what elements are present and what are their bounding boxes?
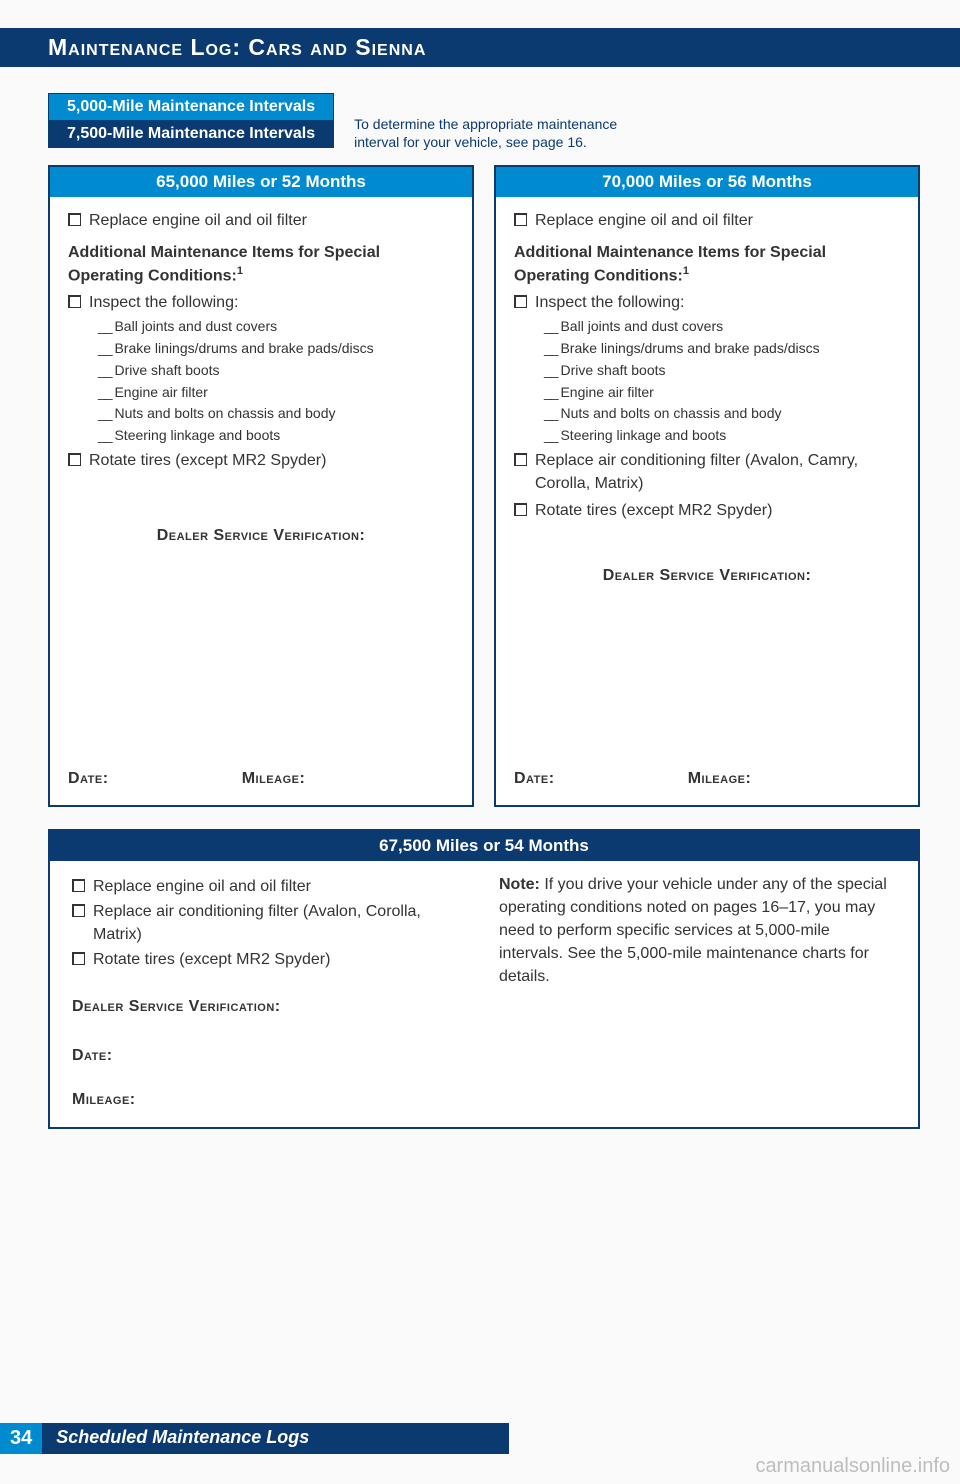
checkbox-icon[interactable] [514, 503, 527, 516]
check-item: Inspect the following: [514, 291, 900, 314]
sub-item: Nuts and bolts on chassis and body [544, 403, 900, 425]
checkbox-icon[interactable] [68, 213, 81, 226]
page-number: 34 [0, 1423, 42, 1454]
note-label: Note: [499, 876, 540, 893]
item-text: Inspect the following: [535, 291, 684, 314]
inspect-sublist: Ball joints and dust covers Brake lining… [98, 316, 454, 446]
card-65000: 65,000 Miles or 52 Months Replace engine… [48, 165, 474, 806]
check-item: Replace engine oil and oil filter [514, 209, 900, 232]
sub-item: Engine air filter [98, 382, 454, 404]
item-text: Replace air conditioning filter (Avalon,… [93, 900, 469, 946]
date-label: Date: [72, 1044, 469, 1067]
tab-5000[interactable]: 5,000-Mile Maintenance Intervals [48, 93, 334, 120]
check-item: Inspect the following: [68, 291, 454, 314]
card-67500-header: 67,500 Miles or 54 Months [50, 831, 918, 861]
additional-heading: Additional Maintenance Items for Special… [68, 241, 454, 288]
item-text: Replace engine oil and oil filter [89, 209, 307, 232]
card-70000-header: 70,000 Miles or 56 Months [496, 167, 918, 197]
dealer-verification-label: Dealer Service Verification: [68, 484, 454, 767]
mileage-label: Mileage: [72, 1088, 469, 1111]
cards-row: 65,000 Miles or 52 Months Replace engine… [48, 165, 920, 806]
dealer-verification-label: Dealer Service Verification: [514, 524, 900, 767]
interval-note: To determine the appropriate maintenance… [354, 115, 654, 151]
date-mileage-row: Date: Mileage: [514, 767, 900, 790]
sub-item: Engine air filter [544, 382, 900, 404]
item-text: Replace air conditioning filter (Avalon,… [535, 449, 900, 495]
sub-item: Drive shaft boots [98, 360, 454, 382]
sub-item: Drive shaft boots [544, 360, 900, 382]
sub-item: Ball joints and dust covers [544, 316, 900, 338]
card-67500-note: Note: If you drive your vehicle under an… [499, 873, 896, 1111]
item-text: Rotate tires (except MR2 Spyder) [535, 499, 772, 522]
check-item: Replace engine oil and oil filter [68, 209, 454, 232]
check-item: Rotate tires (except MR2 Spyder) [514, 499, 900, 522]
card-65000-body: Replace engine oil and oil filter Additi… [50, 197, 472, 804]
check-item: Rotate tires (except MR2 Spyder) [68, 449, 454, 472]
date-mileage-row: Date: Mileage: [68, 767, 454, 790]
note-text: If you drive your vehicle under any of t… [499, 876, 887, 986]
additional-heading: Additional Maintenance Items for Special… [514, 241, 900, 288]
checkbox-icon[interactable] [68, 295, 81, 308]
date-label: Date: [514, 767, 688, 790]
item-text: Rotate tires (except MR2 Spyder) [89, 449, 326, 472]
footer-title: Scheduled Maintenance Logs [42, 1423, 509, 1454]
checkbox-icon[interactable] [514, 213, 527, 226]
item-text: Replace engine oil and oil filter [93, 875, 311, 898]
card-67500-body: Replace engine oil and oil filter Replac… [50, 861, 918, 1127]
checkbox-icon[interactable] [68, 453, 81, 466]
item-text: Inspect the following: [89, 291, 238, 314]
interval-tabs-row: 5,000-Mile Maintenance Intervals 7,500-M… [48, 93, 920, 151]
check-item: Replace air conditioning filter (Avalon,… [72, 900, 469, 946]
checkbox-icon[interactable] [72, 879, 85, 892]
footer: 34 Scheduled Maintenance Logs [0, 1423, 509, 1454]
date-label: Date: [68, 767, 242, 790]
interval-tabs: 5,000-Mile Maintenance Intervals 7,500-M… [48, 93, 334, 148]
check-item: Rotate tires (except MR2 Spyder) [72, 948, 469, 971]
tab-7500[interactable]: 7,500-Mile Maintenance Intervals [48, 120, 334, 148]
mileage-label: Mileage: [688, 767, 752, 790]
card-70000: 70,000 Miles or 56 Months Replace engine… [494, 165, 920, 806]
checkbox-icon[interactable] [72, 904, 85, 917]
item-text: Replace engine oil and oil filter [535, 209, 753, 232]
check-item: Replace engine oil and oil filter [72, 875, 469, 898]
checkbox-icon[interactable] [514, 295, 527, 308]
card-67500-left: Replace engine oil and oil filter Replac… [72, 873, 469, 1111]
sub-item: Steering linkage and boots [98, 425, 454, 447]
item-text: Rotate tires (except MR2 Spyder) [93, 948, 330, 971]
checkbox-icon[interactable] [72, 952, 85, 965]
card-70000-body: Replace engine oil and oil filter Additi… [496, 197, 918, 804]
card-65000-header: 65,000 Miles or 52 Months [50, 167, 472, 197]
check-item: Replace air conditioning filter (Avalon,… [514, 449, 900, 495]
card-67500: 67,500 Miles or 54 Months Replace engine… [48, 829, 920, 1129]
page-title: Maintenance Log: Cars and Sienna [0, 28, 960, 67]
inspect-sublist: Ball joints and dust covers Brake lining… [544, 316, 900, 446]
sub-item: Steering linkage and boots [544, 425, 900, 447]
sub-item: Nuts and bolts on chassis and body [98, 403, 454, 425]
sub-item: Brake linings/drums and brake pads/discs [544, 338, 900, 360]
dealer-verification-label: Dealer Service Verification: [72, 995, 469, 1018]
watermark: carmanualsonline.info [755, 1455, 950, 1478]
sub-item: Ball joints and dust covers [98, 316, 454, 338]
sub-item: Brake linings/drums and brake pads/discs [98, 338, 454, 360]
checkbox-icon[interactable] [514, 453, 527, 466]
mileage-label: Mileage: [242, 767, 306, 790]
